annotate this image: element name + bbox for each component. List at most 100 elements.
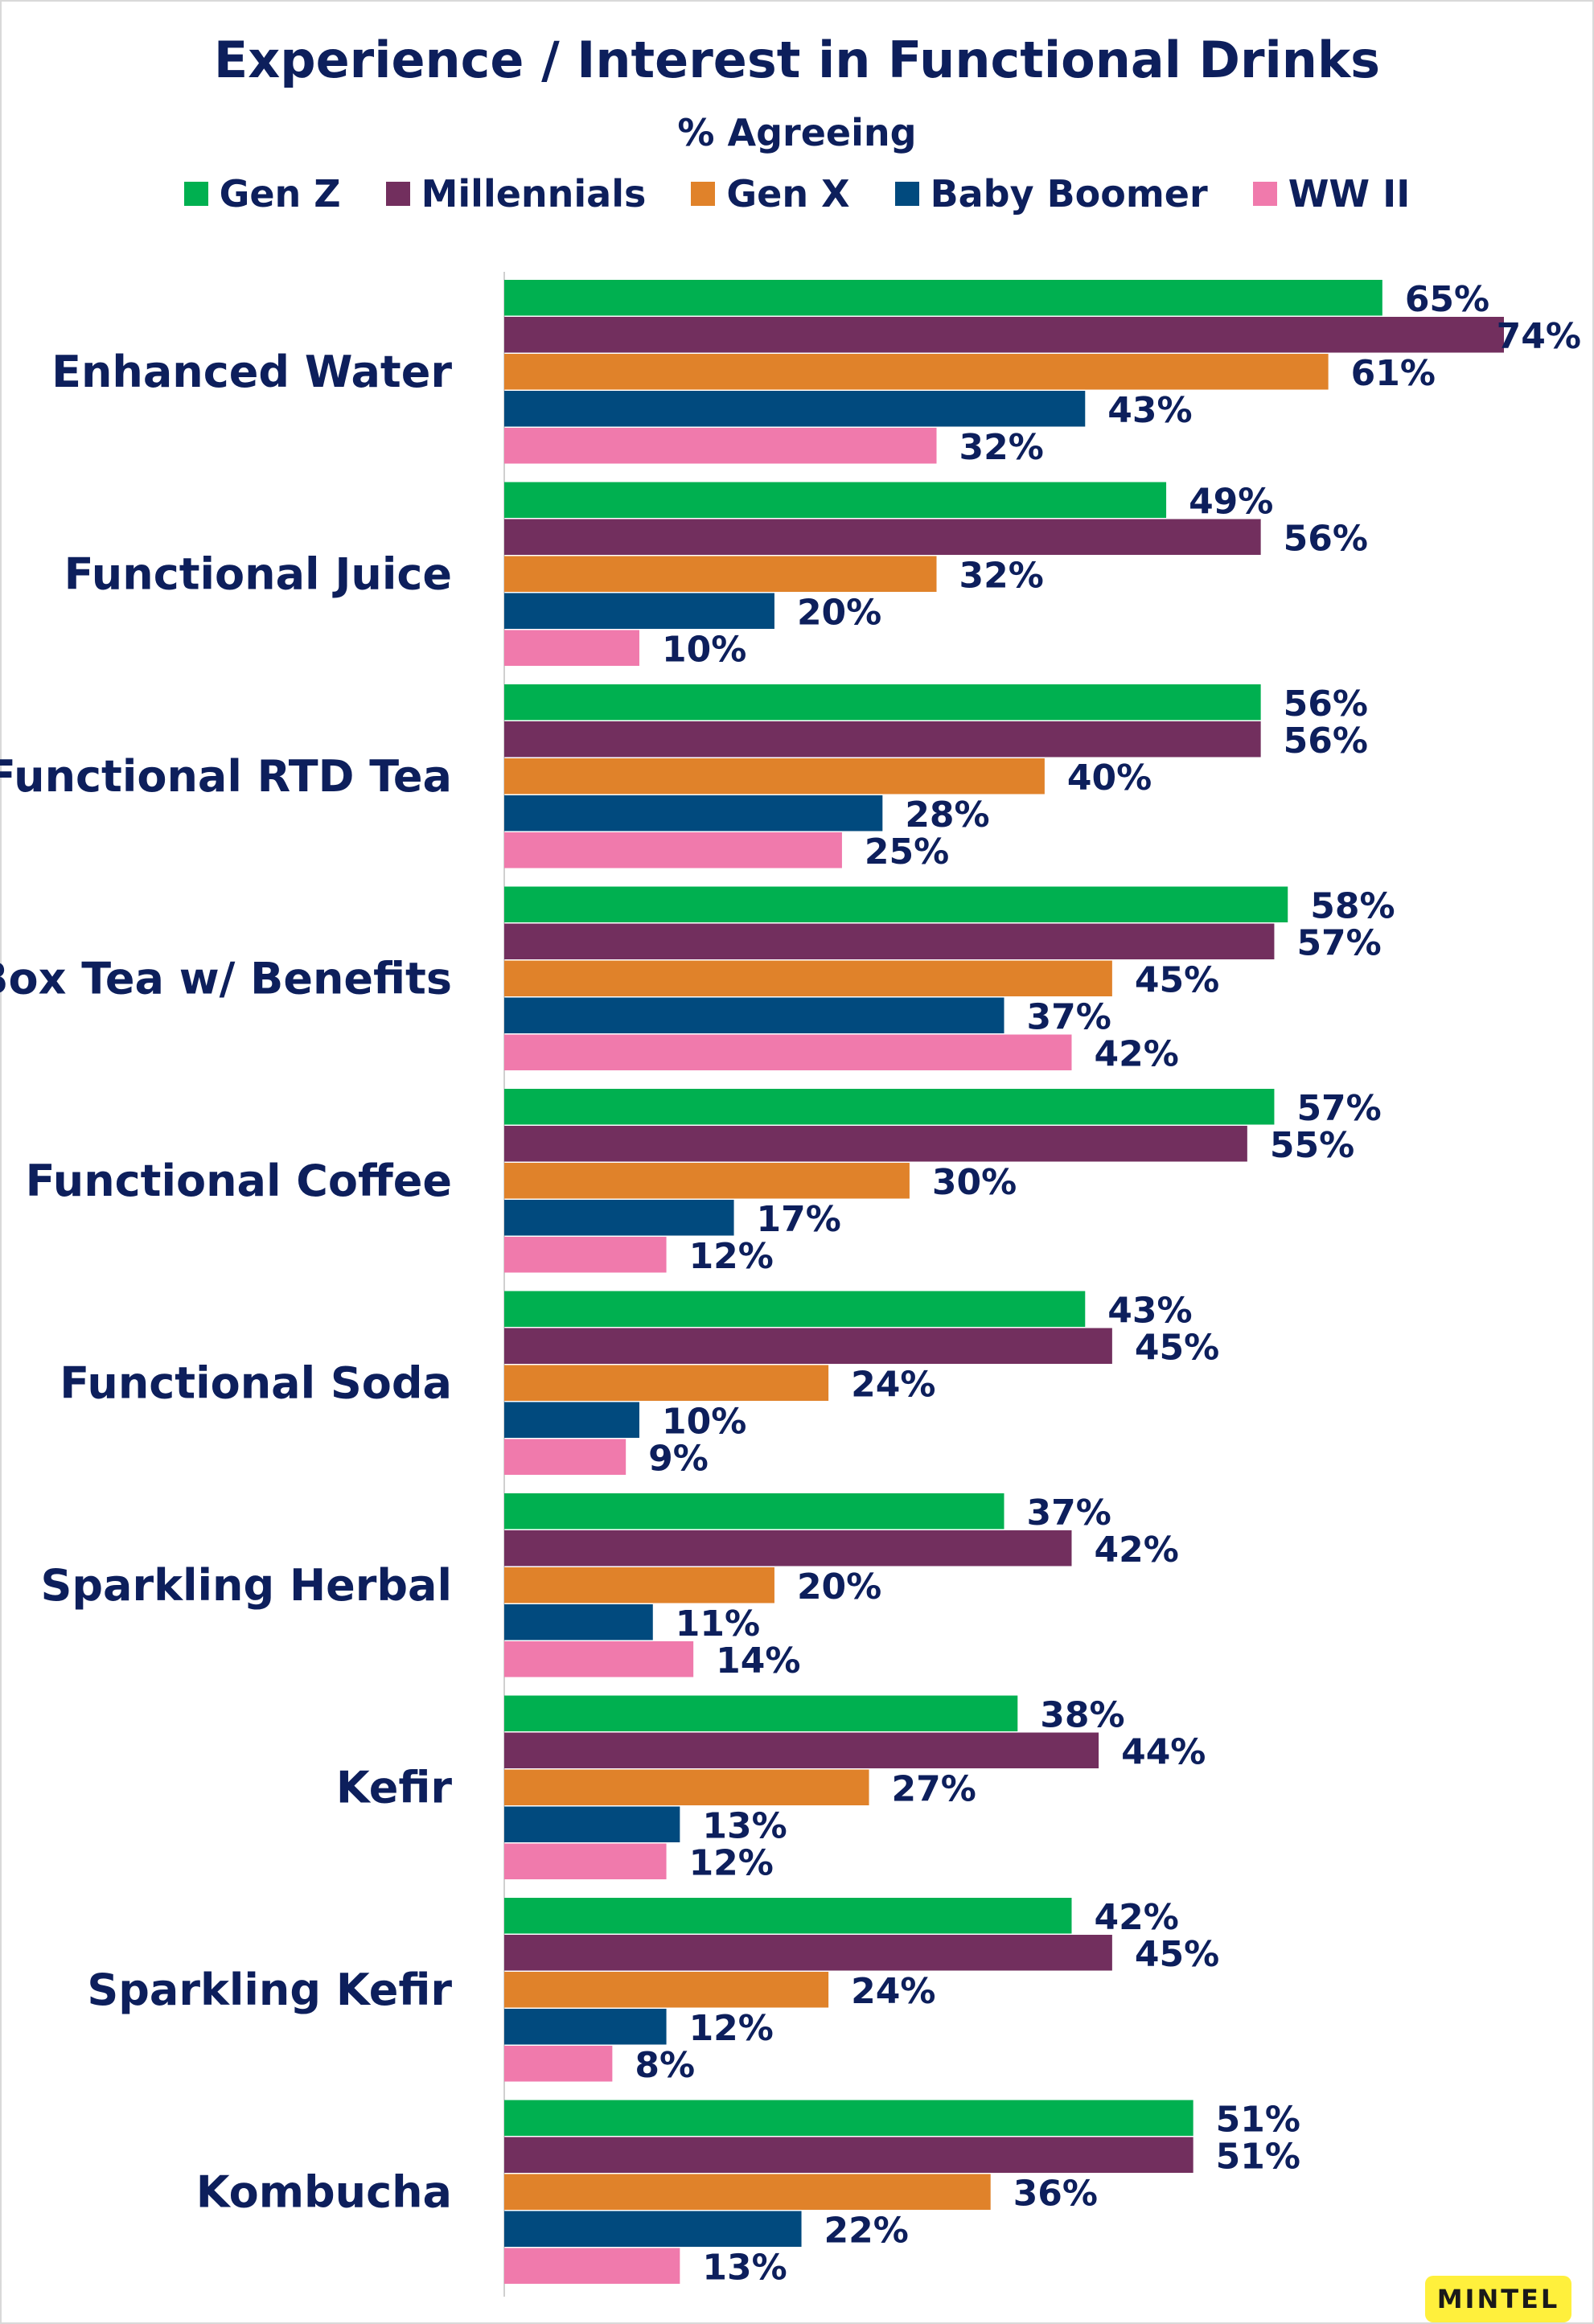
bar	[504, 1291, 1086, 1327]
bar	[504, 280, 1382, 316]
bar	[504, 1604, 653, 1640]
bar	[504, 1237, 667, 1273]
category-label: Sparkling Herbal	[41, 1560, 453, 1611]
data-label: 32%	[959, 555, 1044, 596]
mintel-logo: MINTEL	[1425, 2276, 1571, 2322]
bar	[504, 1898, 1072, 1934]
category-label: Functional Juice	[64, 548, 452, 599]
legend-swatch	[894, 182, 919, 206]
bar	[504, 960, 1112, 996]
legend-item-baby-boomer: Baby Boomer	[894, 172, 1208, 216]
bar	[504, 923, 1275, 959]
bar	[504, 1843, 667, 1879]
data-label: 24%	[851, 1364, 935, 1405]
data-label: 55%	[1270, 1125, 1354, 1166]
data-label: 45%	[1135, 1934, 1219, 1975]
category-label: Sparkling Kefir	[87, 1965, 452, 2015]
data-label: 28%	[905, 795, 989, 836]
data-label: 51%	[1216, 2099, 1300, 2140]
data-label: 45%	[1135, 1327, 1219, 1368]
category-label: Kefir	[336, 1762, 453, 1813]
data-label: 25%	[865, 831, 949, 873]
data-label: 74%	[1497, 316, 1581, 357]
data-label: 51%	[1216, 2136, 1300, 2177]
data-label: 37%	[1027, 1493, 1111, 1534]
data-label: 43%	[1107, 1290, 1192, 1331]
bar	[504, 2009, 667, 2045]
data-label: 10%	[662, 629, 746, 670]
legend-item-ww-ii: WW II	[1252, 172, 1411, 216]
legend-label: Gen X	[726, 172, 850, 216]
bar	[504, 428, 937, 464]
bar	[504, 997, 1004, 1033]
data-label: 56%	[1284, 518, 1368, 559]
bar	[504, 2174, 991, 2210]
bar	[504, 519, 1261, 555]
data-label: 12%	[689, 1236, 774, 1277]
data-label: 13%	[702, 1805, 787, 1846]
bar	[504, 1126, 1247, 1162]
legend-item-millennials: Millennials	[385, 172, 647, 216]
data-label: 24%	[851, 1971, 935, 2012]
category-label: Enhanced Water	[51, 347, 452, 397]
data-label: 38%	[1040, 1694, 1124, 1735]
data-label: 9%	[648, 1438, 709, 1479]
legend-swatch	[183, 182, 208, 206]
bar	[504, 482, 1167, 518]
data-label: 45%	[1135, 959, 1219, 1000]
data-label: 12%	[689, 1842, 774, 1883]
legend-swatch	[1252, 182, 1277, 206]
bar	[504, 354, 1329, 390]
data-label: 57%	[1296, 1088, 1381, 1129]
bar	[504, 1732, 1099, 1768]
bar	[504, 1695, 1018, 1731]
bar	[504, 1493, 1004, 1529]
data-label: 36%	[1013, 2173, 1098, 2214]
category-label: Functional RTD Tea	[0, 751, 452, 802]
bar	[504, 1402, 639, 1438]
data-label: 42%	[1094, 1897, 1178, 1938]
bar	[504, 721, 1261, 758]
bar	[504, 832, 842, 868]
data-label: 13%	[702, 2247, 787, 2288]
data-label: 32%	[959, 427, 1044, 468]
data-label: 58%	[1310, 885, 1395, 926]
bar	[504, 2248, 680, 2284]
category-label: Box Tea w/ Benefits	[0, 953, 452, 1004]
chart-subtitle: % Agreeing	[677, 111, 917, 154]
data-label: 42%	[1094, 1033, 1178, 1074]
data-label: 12%	[689, 2008, 774, 2049]
category-label: Functional Coffee	[26, 1156, 452, 1206]
legend-swatch	[691, 182, 716, 206]
data-label: 20%	[797, 592, 881, 633]
bar	[504, 1769, 869, 1805]
legend-swatch	[385, 182, 410, 206]
data-label: 22%	[824, 2210, 909, 2251]
bar	[504, 1328, 1112, 1364]
data-label: 10%	[662, 1401, 746, 1442]
data-label: 49%	[1189, 481, 1273, 522]
bar	[504, 1641, 694, 1677]
data-label: 56%	[1284, 684, 1368, 725]
bar	[504, 684, 1261, 721]
bar	[504, 1439, 627, 1475]
bar	[504, 758, 1045, 795]
bar	[504, 593, 774, 629]
bar	[504, 1034, 1072, 1070]
data-label: 30%	[932, 1162, 1017, 1203]
data-label: 42%	[1094, 1529, 1178, 1571]
legend-label: WW II	[1288, 172, 1411, 216]
bar	[504, 556, 937, 592]
bar	[504, 2137, 1193, 2173]
data-label: 56%	[1284, 721, 1368, 762]
legend-label: Millennials	[421, 172, 647, 216]
category-label: Functional Soda	[60, 1357, 452, 1408]
bar	[504, 1530, 1072, 1566]
legend-label: Baby Boomer	[930, 172, 1208, 216]
data-label: 27%	[892, 1768, 976, 1809]
bar	[504, 1089, 1275, 1125]
data-label: 14%	[716, 1640, 800, 1681]
data-label: 20%	[797, 1566, 881, 1608]
